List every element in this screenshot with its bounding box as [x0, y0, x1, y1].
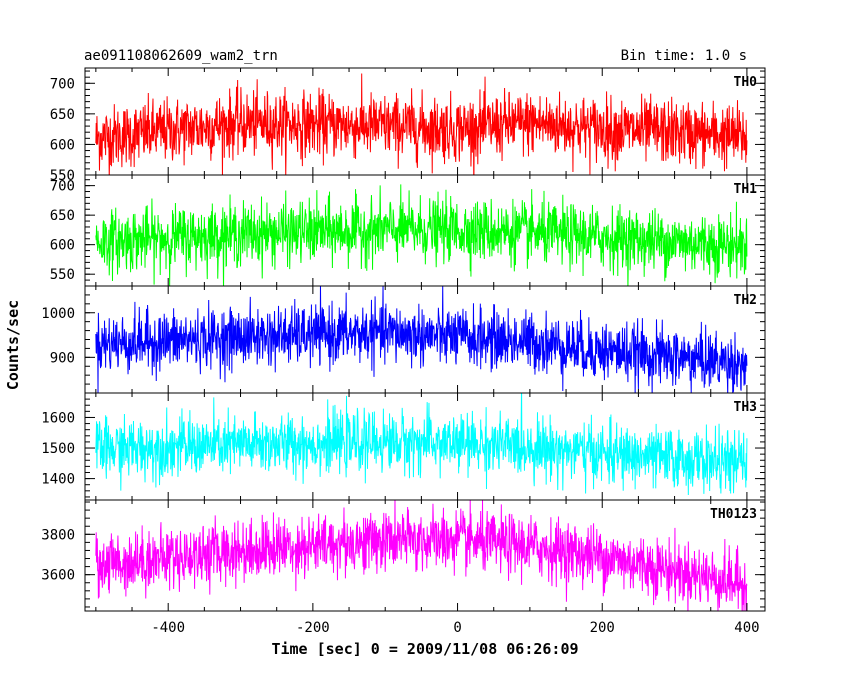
y-tick-label: 3800 [41, 527, 75, 543]
y-tick-label: 550 [50, 267, 75, 283]
lightcurve-panels: 550 600 650 700 TH0 550 600 650 700 TH1 900 1000 TH2… [41, 67, 766, 612]
x-axis: -400 -200 0 200 400 [151, 620, 759, 636]
panel-label-th2: TH2 [734, 293, 757, 308]
panel-th3: 1400 1500 1600 TH3 [41, 392, 766, 501]
y-tick-label: 1400 [41, 472, 75, 488]
series-line-th0 [95, 73, 748, 175]
panel-frame [84, 499, 766, 612]
panel-th0123: 3600 3800 TH0123 [41, 499, 766, 612]
panel-label-th1: TH1 [734, 182, 758, 197]
observation-id-label: ae091108062609_wam2_trn [84, 48, 278, 64]
y-tick-label: 600 [50, 137, 75, 153]
y-tick-label: 1500 [41, 441, 75, 457]
bin-time-label: Bin time: 1.0 s [621, 48, 747, 64]
y-tick-label: 1000 [41, 306, 75, 322]
series-line-th1 [95, 184, 748, 286]
x-tick-label: 400 [734, 620, 759, 636]
panel-th2: 900 1000 TH2 [41, 285, 766, 394]
y-tick-label: 600 [50, 238, 75, 254]
x-tick-label: -400 [151, 620, 185, 636]
y-tick-label: 900 [50, 350, 75, 366]
x-tick-label: -200 [296, 620, 330, 636]
y-tick-label: 700 [50, 76, 75, 92]
x-axis-title: Time [sec] 0 = 2009/11/08 06:26:09 [271, 640, 578, 658]
panel-label-th0123: TH0123 [710, 507, 757, 522]
panel-th0: 550 600 650 700 TH0 [50, 67, 766, 184]
y-tick-label: 1600 [41, 410, 75, 426]
series-line-th2 [95, 286, 748, 393]
panel-th1: 550 600 650 700 TH1 [50, 174, 766, 287]
x-tick-label: 0 [453, 620, 461, 636]
y-tick-label: 3600 [41, 568, 75, 584]
series-line-th0123 [95, 500, 748, 611]
x-tick-label: 200 [590, 620, 615, 636]
panel-label-th0: TH0 [734, 75, 758, 90]
y-tick-label: 650 [50, 208, 75, 224]
y-tick-label: 550 [50, 168, 75, 184]
y-tick-label: 700 [50, 179, 75, 195]
y-axis-title: Counts/sec [4, 300, 22, 390]
panel-label-th3: TH3 [734, 400, 757, 415]
y-tick-label: 650 [50, 107, 75, 123]
series-line-th3 [95, 393, 748, 496]
